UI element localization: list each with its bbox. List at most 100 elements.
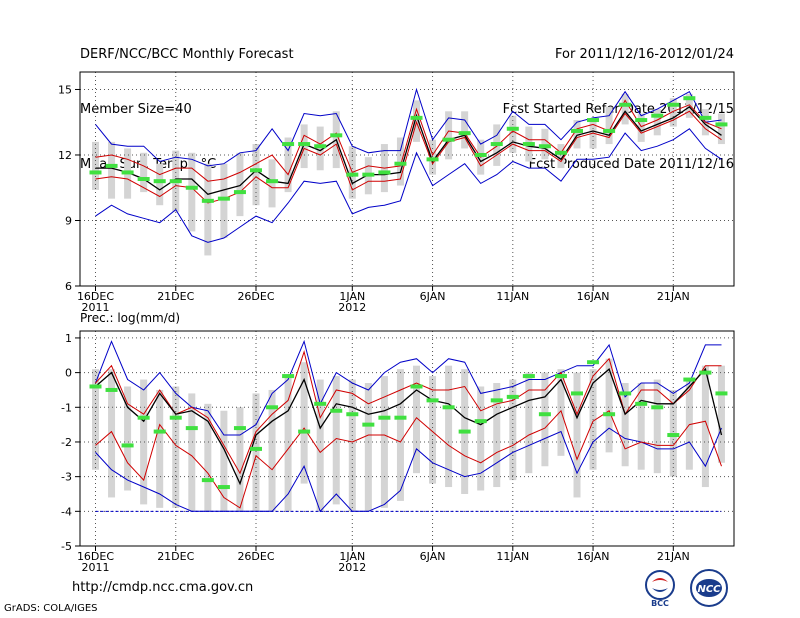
mean-marker (587, 360, 600, 365)
spread-box (156, 163, 164, 206)
mean-marker (474, 419, 487, 424)
spread-box (140, 152, 148, 193)
spread-box (316, 379, 324, 512)
plot-frame (79, 330, 735, 547)
spread-box (156, 389, 164, 508)
y-tick-label: 1 (65, 332, 72, 345)
mean-marker (137, 177, 150, 181)
y-tick-label: 12 (58, 149, 72, 162)
y-tick-label: 6 (65, 280, 72, 293)
spread-box (220, 410, 228, 512)
spread-box (188, 152, 196, 232)
spread-box (445, 111, 453, 160)
spread-box (413, 365, 420, 474)
spread-box (236, 152, 244, 217)
mean-marker (282, 374, 295, 379)
spread-box (429, 376, 437, 484)
mean-marker (282, 142, 295, 147)
spread-box (621, 93, 629, 125)
spread-box (605, 106, 613, 145)
spread-box (332, 376, 340, 505)
mean-marker (121, 170, 134, 175)
x-tick-label: 1JAN (339, 550, 365, 563)
mean-marker (121, 443, 134, 448)
mean-marker (603, 412, 616, 417)
spread-box (637, 113, 645, 142)
mean-marker (571, 391, 583, 396)
ncc-logo-text: NCC (697, 584, 721, 595)
spread-box (204, 403, 212, 512)
x-tick-label: 16JAN (577, 550, 610, 563)
mean-marker (651, 113, 664, 118)
series-line-upper (95, 99, 722, 182)
spread-box (268, 389, 276, 512)
spread-box (140, 379, 148, 505)
spread-box (252, 144, 260, 206)
y-tick-label: -4 (61, 505, 72, 518)
y-tick-label: -5 (61, 540, 72, 553)
series-line-max (95, 87, 722, 167)
mean-marker (250, 168, 262, 173)
mean-marker (699, 370, 712, 375)
plot-frame (79, 71, 735, 287)
x-tick-label: 11JAN (496, 290, 529, 303)
spread-box (701, 365, 709, 488)
spread-box (188, 393, 196, 512)
mean-marker (362, 172, 375, 177)
series-line-upper (95, 349, 722, 475)
x-tick-label: 26DEC (237, 550, 274, 563)
spread-box (124, 386, 132, 491)
x-tick-year-label: 2011 (82, 561, 110, 574)
spread-box (300, 124, 308, 169)
y-tick-label: 9 (65, 214, 72, 227)
mean-marker (298, 142, 311, 147)
mean-marker (458, 429, 471, 434)
series-line-lower (95, 409, 722, 509)
mean-marker (522, 374, 535, 379)
header-right: For 2011/12/16-2012/01/24 Fcst Started R… (503, 10, 734, 193)
mean-marker (105, 387, 118, 392)
x-tick-year-label: 2012 (338, 561, 366, 574)
spread-box (252, 393, 260, 512)
mean-marker (185, 426, 198, 431)
mean-marker (153, 179, 166, 184)
x-tick-label: 21JAN (657, 290, 690, 303)
mean-marker (538, 144, 551, 149)
series-line-min (95, 128, 722, 243)
y-tick-label: 15 (58, 83, 72, 96)
mean-marker (538, 412, 551, 417)
mean-marker (378, 415, 391, 420)
spread-box (589, 120, 597, 149)
mean-marker (587, 118, 600, 123)
ncc-logo-globe (696, 579, 722, 597)
spread-box (396, 137, 404, 186)
precip-panel-title: Prec.: log(mm/d) (80, 311, 180, 325)
mean-marker (474, 152, 487, 157)
spread-box (653, 379, 661, 474)
x-tick-label: 6JAN (420, 290, 446, 303)
spread-box (300, 362, 308, 484)
spread-box (509, 115, 517, 153)
y-tick-label: -3 (61, 471, 72, 484)
spread-box (717, 365, 725, 463)
x-tick-year-label: 2011 (82, 301, 110, 314)
mean-marker (346, 172, 359, 177)
x-tick-label: 11JAN (496, 550, 529, 563)
spread-box (220, 163, 228, 238)
mean-marker (298, 429, 311, 434)
spread-box (348, 379, 356, 512)
mean-marker (683, 377, 696, 382)
series-line-median (95, 367, 723, 486)
spread-box (316, 126, 324, 171)
spread-box (108, 369, 116, 498)
series-line-max (95, 339, 722, 436)
spread-box (605, 358, 613, 453)
mean-marker (266, 405, 279, 410)
x-tick-label: 21DEC (157, 550, 194, 563)
spread-box (477, 386, 485, 491)
mean-marker (233, 190, 246, 195)
bcc-logo-wave (652, 588, 668, 592)
spread-box (284, 137, 292, 193)
series-line-min (95, 427, 722, 513)
source-url[interactable]: http://cmdp.ncc.cma.gov.cn (72, 580, 254, 595)
